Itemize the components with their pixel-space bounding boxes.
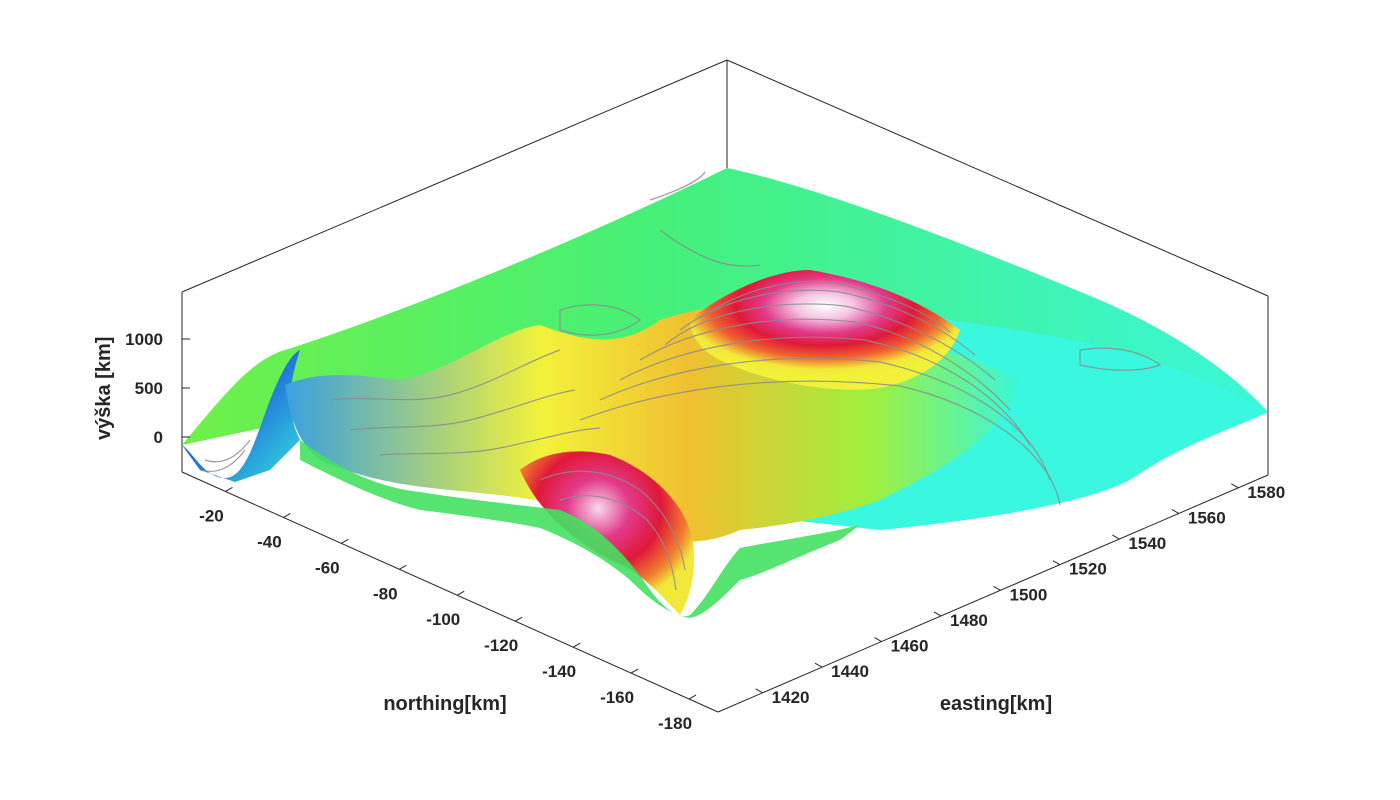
x-tick-mark xyxy=(1231,483,1239,489)
box-edge-back-right xyxy=(726,59,1269,297)
contour-line xyxy=(579,380,1061,506)
surface-valley xyxy=(182,350,300,482)
x-tick-mark xyxy=(933,611,942,617)
z-ticks: 0 500 1000 xyxy=(125,330,190,447)
x-tick-label: 1580 xyxy=(1247,483,1285,502)
y-tick-mark xyxy=(630,668,639,674)
contour-line xyxy=(539,470,686,571)
z-tick-label: 0 xyxy=(154,428,163,447)
x-tick-mark xyxy=(814,662,823,668)
x-tick-label: 1480 xyxy=(950,611,988,630)
contour-lines xyxy=(199,171,1162,591)
x-tick-mark xyxy=(1052,560,1061,566)
y-tick-mark xyxy=(225,487,233,492)
y-tick-mark xyxy=(688,694,697,700)
surface xyxy=(182,168,1268,618)
contour-line xyxy=(1079,347,1162,371)
x-tick-label: 1460 xyxy=(891,637,929,656)
contour-line xyxy=(559,495,677,591)
contour-line xyxy=(664,303,996,381)
y-tick-mark xyxy=(399,564,407,570)
y-tick-mark xyxy=(572,642,581,648)
y-tick-label: -100 xyxy=(426,610,460,629)
contour-line xyxy=(639,318,1011,411)
contour-line xyxy=(599,357,1051,481)
z-axis: 0 500 1000 výška [km] xyxy=(93,330,190,447)
contour-line xyxy=(379,427,601,456)
y-axis: -20 -40 -60 -80 -100 -120 -140 -160 -180 northin… xyxy=(199,487,697,733)
y-axis-label: northing[km] xyxy=(383,693,506,715)
x-tick-mark xyxy=(1171,508,1180,514)
contour-line xyxy=(329,349,561,401)
z-axis-label: výška [km] xyxy=(93,337,115,440)
x-tick-mark xyxy=(1112,534,1120,540)
x-tick-label: 1560 xyxy=(1188,508,1226,527)
x-tick-mark xyxy=(874,637,882,642)
x-axis-label: easting[km] xyxy=(940,693,1052,715)
x-tick-label: 1540 xyxy=(1128,534,1166,553)
x-tick-mark xyxy=(755,688,763,694)
box-edge-front-right xyxy=(717,474,1269,713)
box-edge-front-left xyxy=(181,471,719,713)
y-tick-label: -160 xyxy=(600,688,634,707)
contour-line xyxy=(349,389,576,431)
x-ticks: 1420 1440 1460 1480 1500 1520 1540 1560 1580 xyxy=(755,483,1285,707)
y-tick-label: -180 xyxy=(658,714,692,733)
y-tick-label: -20 xyxy=(199,506,224,525)
y-tick-mark xyxy=(456,590,465,596)
x-tick-label: 1420 xyxy=(772,688,810,707)
surface-front-skirt xyxy=(300,440,860,618)
x-tick-label: 1500 xyxy=(1010,585,1048,604)
y-tick-mark xyxy=(514,616,523,622)
y-tick-label: -80 xyxy=(373,584,398,603)
contour-line xyxy=(679,289,976,356)
y-tick-label: -60 xyxy=(315,558,340,577)
x-tick-label: 1440 xyxy=(831,662,869,681)
z-tick-label: 500 xyxy=(135,379,163,398)
x-tick-label: 1520 xyxy=(1069,560,1107,579)
y-tick-label: -40 xyxy=(257,532,282,551)
contour-line xyxy=(199,439,251,472)
contour-line xyxy=(649,171,761,267)
y-tick-label: -120 xyxy=(484,636,518,655)
x-tick-mark xyxy=(993,585,1001,591)
y-ticks: -20 -40 -60 -80 -100 -120 -140 -160 -180 xyxy=(199,487,697,733)
y-tick-mark xyxy=(341,538,349,544)
x-axis: 1420 1440 1460 1480 1500 1520 1540 1560 1580 eas… xyxy=(755,483,1285,715)
contour-line xyxy=(619,336,1031,446)
y-tick-mark xyxy=(283,512,291,518)
surface-lower-peak xyxy=(520,451,695,615)
y-tick-label: -140 xyxy=(542,662,576,681)
axes-box xyxy=(181,59,1269,713)
box-edge-back-left xyxy=(181,59,728,293)
z-tick-label: 1000 xyxy=(125,330,163,349)
contour-line xyxy=(559,304,642,336)
contour-line xyxy=(699,280,951,333)
